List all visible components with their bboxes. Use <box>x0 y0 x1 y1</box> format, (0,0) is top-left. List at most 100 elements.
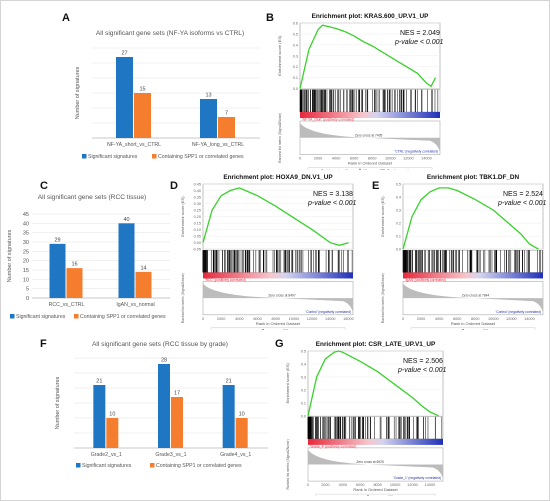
x-tick-label: NF-YA_long_vs_CTRL <box>192 142 244 148</box>
y-tick-label: 10 <box>23 277 29 283</box>
x-tick-label: RCC_vs_CTRL <box>49 302 85 308</box>
legend-swatch-ranking <box>380 169 385 170</box>
bar-significant <box>222 385 235 448</box>
bar-significant <box>93 385 106 448</box>
x-tick-label: 14000 <box>425 483 436 487</box>
legend-label-hits: Hits <box>363 169 369 170</box>
zero-cross-label: Zero cross at 6925 <box>356 460 384 464</box>
x-tick-label: Grade3_vs_1 <box>155 452 186 458</box>
es-tick-label: 0.3 <box>301 375 306 379</box>
es-tick-label: 0.5 <box>293 32 298 36</box>
es-axis-label: Enrichment score (ES) <box>285 363 290 404</box>
data-label: 28 <box>161 358 167 364</box>
legend-swatch-significant <box>10 314 15 319</box>
data-label: 17 <box>174 391 180 397</box>
ranked-frame <box>307 447 444 482</box>
x-tick-label: 4000 <box>332 157 340 161</box>
legend-label-hits: Hits <box>466 329 472 330</box>
enrichment-profile-line <box>202 187 349 246</box>
data-label: 27 <box>121 51 127 57</box>
legend-label-spp1: Containing SPP1 or correlated genes <box>158 154 244 160</box>
x-tick-label: 6000 <box>350 157 358 161</box>
legend-label-significant: Significant signatures <box>88 154 138 160</box>
bar-spp1 <box>235 418 248 448</box>
es-tick-label: 0.40 <box>194 189 201 193</box>
data-label: 14 <box>140 265 146 271</box>
legend-swatch-spp1 <box>150 463 155 468</box>
x-tick-label: 4000 <box>435 317 443 321</box>
x-tick-label: 14000 <box>421 157 432 161</box>
nes-value: NES = 3.138 <box>313 191 353 198</box>
legend-swatch-significant <box>76 463 81 468</box>
bar-spp1 <box>106 418 119 448</box>
y-axis-label: Number of signatures <box>55 376 61 429</box>
legend-label-profile: Enrichment profile <box>321 169 350 170</box>
panel-letter-b: B <box>266 12 274 24</box>
ranking-color-bar <box>308 438 443 445</box>
es-tick-label: 0.4 <box>293 43 298 47</box>
hits-frame <box>402 249 544 273</box>
data-label: 7 <box>225 111 228 117</box>
plot-title: Enrichment plot: TBK1.DF_DN <box>427 174 520 181</box>
gsea-plot-d: Enrichment plot: HOXA9_DN.V1_UP 0.45 0.40 0… <box>180 174 357 330</box>
ranking-color-bar <box>300 112 440 118</box>
enrichment-profile-line <box>402 187 539 250</box>
es-tick-label: 0.4 <box>396 196 401 200</box>
pos-corr-label: 'NF-YA_short' (positively correlated) <box>302 118 354 122</box>
y-tick-label: 30 <box>23 240 29 246</box>
x-axis-label: Rank in Ordered Dataset <box>348 161 393 166</box>
ranking-color-bar <box>203 272 353 279</box>
legend-label-spp1: Containing SPP1 or correlated genes <box>156 463 242 469</box>
p-value: p-value < 0.001 <box>307 200 357 207</box>
es-tick-label: 0.1 <box>293 76 298 80</box>
x-tick-label: 10000 <box>385 157 396 161</box>
es-tick-label: 0.1 <box>396 235 401 239</box>
x-tick-label: 2000 <box>417 317 425 321</box>
bar-chart-c: All significant gene sets (RCC tissue) Nu… <box>7 194 170 320</box>
pos-corr-label: 'RCC' (positively correlated) <box>205 278 246 282</box>
p-value: p-value < 0.001 <box>397 367 447 374</box>
p-value: p-value < 0.001 <box>394 39 444 46</box>
es-tick-label: 0.6 <box>293 22 298 26</box>
x-tick-label: 12000 <box>403 157 414 161</box>
y-tick-label: 45 <box>23 212 29 218</box>
data-label: 21 <box>226 379 232 385</box>
y-tick-label: 0 <box>26 296 29 302</box>
x-tick-label: 6000 <box>356 483 364 487</box>
gsea-plot-e: Enrichment plot: TBK1.DF_DN 0.5 0.4 0.3 0.2 0… <box>380 174 547 330</box>
es-tick-label: 0.35 <box>194 196 201 200</box>
legend-box <box>315 493 436 496</box>
y-tick-label: 35 <box>23 231 29 237</box>
legend-box <box>307 167 433 170</box>
es-tick-label: 0.15 <box>194 222 201 226</box>
es-tick-label: 0.3 <box>293 54 298 58</box>
x-tick-label: 10000 <box>390 483 401 487</box>
x-tick-label: 4000 <box>339 483 347 487</box>
gsea-plot-g: Enrichment plot: CSR_LATE_UP.V1_UP 0.5 0.4… <box>285 341 447 496</box>
legend-label-hits: Hits <box>266 329 272 330</box>
legend-swatch-spp1 <box>152 154 157 159</box>
legend-label-significant: Significant signatures <box>82 463 132 469</box>
enrichment-profile-line <box>307 350 439 417</box>
x-tick-label: 2000 <box>314 157 322 161</box>
y-tick-label: 15 <box>23 268 29 274</box>
neg-corr-label: 'CTRL' (negatively correlated) <box>395 150 438 154</box>
x-tick-label: 2000 <box>321 483 329 487</box>
y-tick-label: 20 <box>23 259 29 265</box>
es-tick-label: 0.3 <box>396 209 401 213</box>
legend-label-ranking: Ranking metric scores <box>387 169 423 170</box>
nes-value: NES = 2.524 <box>503 191 543 198</box>
legend-label-ranking: Ranking metric scores <box>290 329 326 330</box>
data-label: 15 <box>139 87 145 93</box>
bar-significant <box>118 223 135 298</box>
legend-label-profile: Enrichment profile <box>224 329 253 330</box>
p-value: p-value < 0.001 <box>497 200 547 207</box>
data-label: 10 <box>109 412 115 418</box>
ranking-metric-area <box>403 283 543 313</box>
es-tick-label: 0.0 <box>293 87 298 91</box>
x-tick-label: 0 <box>307 483 309 487</box>
bar-spp1 <box>134 93 151 138</box>
es-tick-label: 0.45 <box>194 183 201 187</box>
x-tick-label: NF-YA_short_vs_CTRL <box>107 142 161 148</box>
plot-title: Enrichment plot: CSR_LATE_UP.V1_UP <box>316 341 436 348</box>
